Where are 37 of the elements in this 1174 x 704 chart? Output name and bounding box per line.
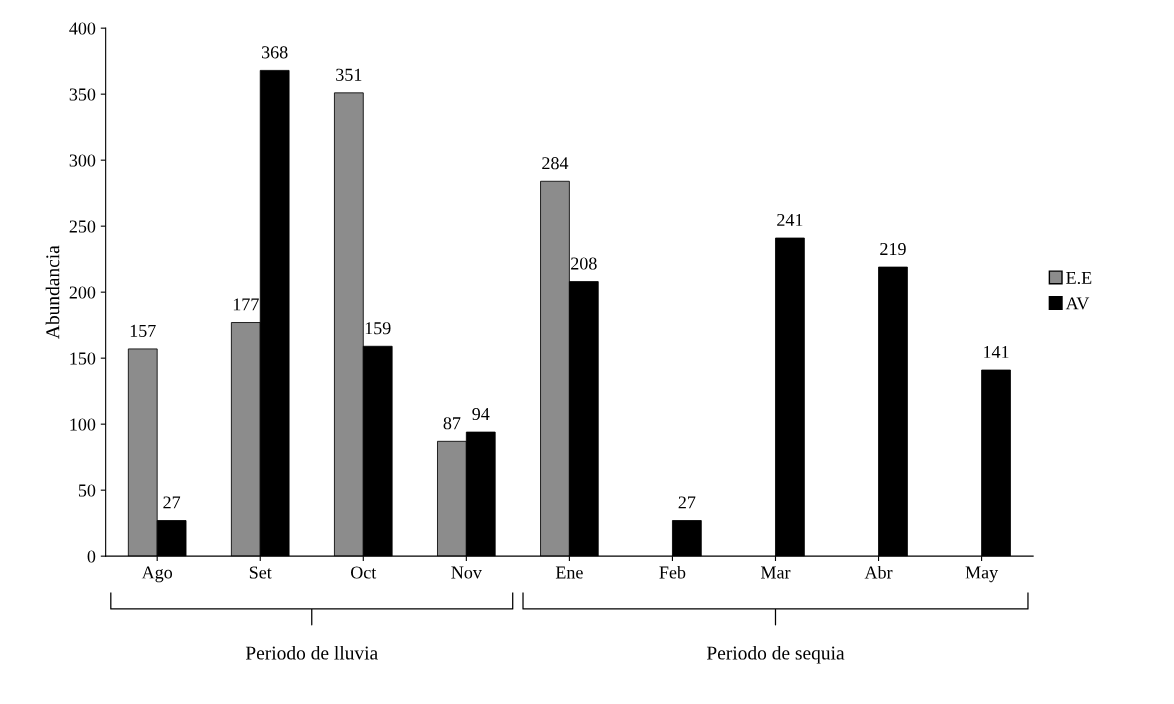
x-tick-label: Nov xyxy=(451,566,482,579)
y-tick-label: 100 xyxy=(70,418,96,431)
x-tick-label: Mar xyxy=(760,566,791,579)
data-label: 284 xyxy=(542,157,569,170)
text: Periodo de sequia xyxy=(706,645,845,664)
data-label: 141 xyxy=(984,345,1009,358)
data-label: 27 xyxy=(678,496,696,509)
x-tick-label: Oct xyxy=(350,566,377,579)
data-label: 208 xyxy=(571,257,597,270)
data-label: 368 xyxy=(261,46,288,59)
data-label: 94 xyxy=(472,407,490,421)
y-tick-label: 250 xyxy=(69,220,96,233)
data-label: 219 xyxy=(880,242,906,256)
data-label: 241 xyxy=(777,213,803,226)
data-label: 351 xyxy=(336,68,362,81)
x-tick-label: Ago xyxy=(141,566,173,583)
x-tick-label: Abr xyxy=(864,565,893,579)
legend-label: AV xyxy=(1065,297,1090,310)
y-tick-label: 50 xyxy=(78,484,96,497)
data-label: 159 xyxy=(365,322,391,335)
data-label: 87 xyxy=(443,417,461,430)
y-tick-label: 150 xyxy=(70,352,96,365)
y-tick-label: 350 xyxy=(69,88,96,101)
y-tick-label: 0 xyxy=(87,550,96,563)
x-tick-label: Ene xyxy=(555,566,583,579)
data-label: 157 xyxy=(130,324,156,337)
y-axis-title: Abundancia xyxy=(45,245,60,339)
legend-label: E.E xyxy=(1066,271,1092,285)
y-tick-label: 300 xyxy=(69,154,96,167)
y-tick-label: 400 xyxy=(69,22,96,35)
y-tick-label: 200 xyxy=(69,286,96,299)
x-tick-label: Set xyxy=(249,566,272,579)
x-tick-label: Feb xyxy=(659,565,686,579)
text: Periodo de lluvia xyxy=(245,645,378,660)
data-label: 27 xyxy=(163,496,181,509)
x-tick-label: May xyxy=(965,566,999,583)
data-label: 177 xyxy=(233,298,259,311)
